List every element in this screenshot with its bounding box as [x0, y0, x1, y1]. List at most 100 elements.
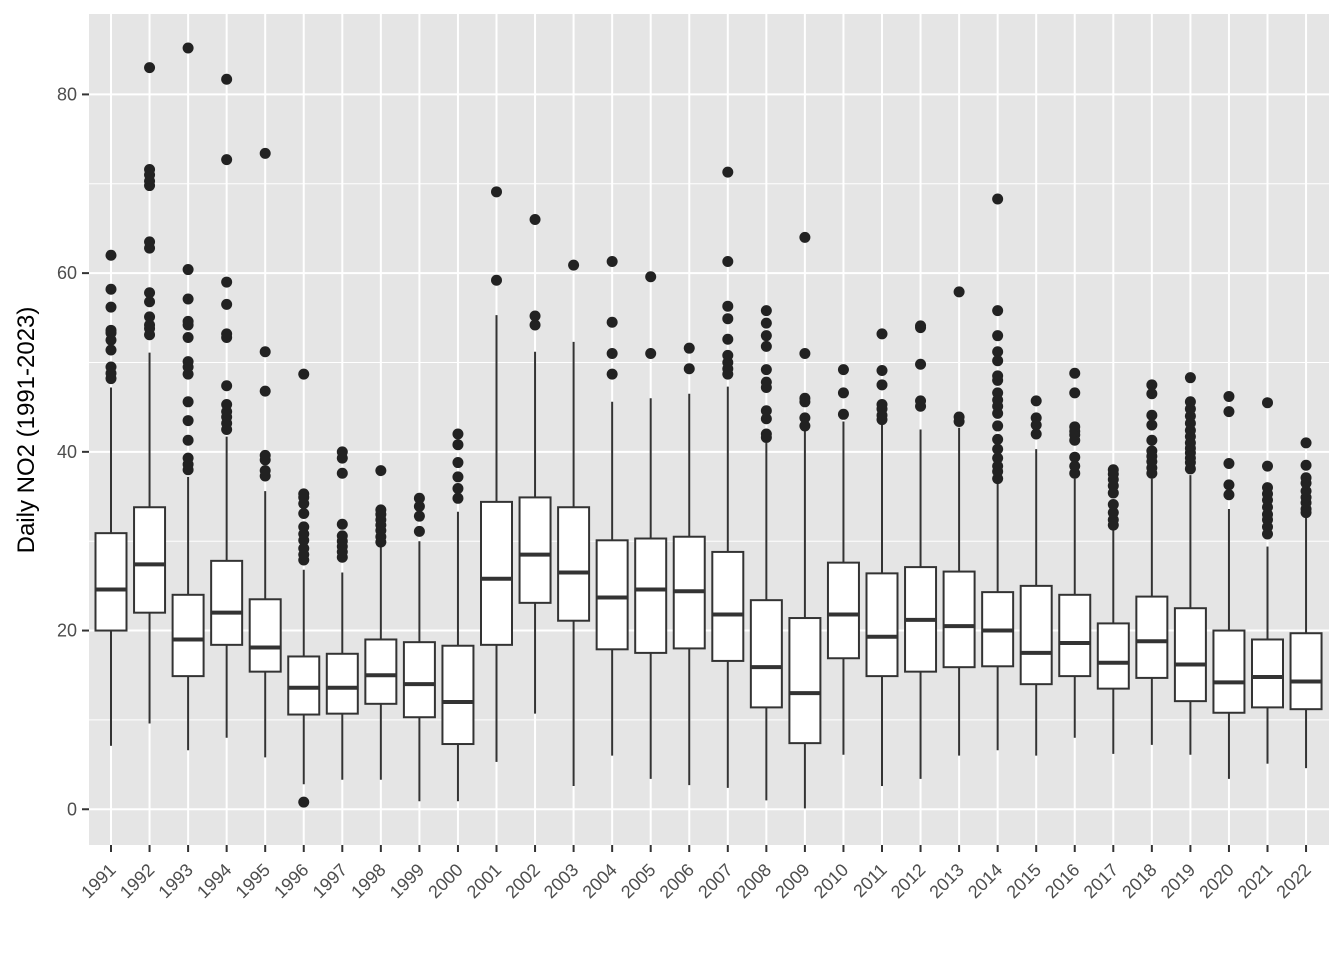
box-1991 — [94, 249, 128, 746]
y-tick-label: 0 — [67, 799, 77, 819]
outlier-point — [1223, 457, 1235, 469]
box-iqr — [634, 537, 668, 654]
outlier-point — [144, 296, 156, 308]
x-tick-label: 2008 — [733, 860, 775, 902]
outlier-point — [298, 368, 310, 380]
outlier-point — [992, 420, 1004, 432]
box-1998 — [364, 465, 398, 780]
outlier-point — [452, 439, 464, 451]
outlier-point — [182, 415, 194, 427]
x-tick-label: 2003 — [540, 860, 582, 902]
box-iqr — [1173, 607, 1207, 703]
outlier-point — [144, 163, 156, 175]
box-iqr — [711, 550, 745, 662]
x-tick-label: 2001 — [463, 860, 505, 902]
outlier-point — [221, 380, 233, 392]
outlier-point — [722, 300, 734, 312]
box-iqr — [1096, 622, 1130, 690]
box-2005 — [634, 271, 668, 779]
outlier-point — [259, 346, 271, 358]
box-iqr — [749, 599, 783, 709]
outlier-point — [799, 348, 811, 360]
x-tick-label: 2018 — [1118, 860, 1160, 902]
outlier-point — [1069, 367, 1081, 379]
y-axis-title: Daily NO2 (1991-2023) — [13, 307, 40, 554]
x-tick-label: 2009 — [771, 860, 813, 902]
outlier-point — [413, 492, 425, 504]
outlier-point — [1107, 499, 1119, 511]
y-tick-label: 80 — [57, 84, 77, 104]
outlier-point — [1262, 460, 1273, 472]
x-tick-label: 2013 — [925, 860, 967, 902]
outlier-point — [876, 328, 888, 340]
outlier-point — [1030, 395, 1042, 407]
outlier-point — [144, 319, 156, 331]
outlier-point — [1069, 451, 1081, 463]
outlier-point — [760, 428, 772, 440]
x-tick-label: 2014 — [964, 860, 1006, 902]
outlier-point — [105, 344, 117, 356]
outlier-point — [452, 457, 464, 469]
outlier-point — [529, 319, 541, 331]
outlier-point — [683, 342, 695, 354]
box-2000 — [441, 428, 475, 802]
box-iqr — [171, 593, 205, 678]
box-2007 — [711, 166, 745, 788]
outlier-point — [105, 283, 117, 295]
outlier-point — [953, 286, 965, 298]
outlier-point — [375, 465, 387, 477]
box-iqr — [210, 559, 244, 646]
box-2013 — [942, 286, 976, 756]
box-1997 — [325, 446, 359, 780]
x-tick-label: 2016 — [1041, 860, 1083, 902]
outlier-point — [105, 361, 117, 373]
outlier-point — [259, 449, 271, 461]
box-2019 — [1173, 372, 1207, 755]
outlier-point — [336, 467, 348, 479]
box-1996 — [287, 368, 321, 808]
outlier-point — [491, 186, 502, 198]
x-tick-label: 1997 — [309, 860, 351, 902]
outlier-point — [182, 293, 194, 305]
outlier-point — [452, 492, 464, 504]
box-2010 — [826, 364, 860, 755]
outlier-point — [491, 274, 502, 286]
box-2008 — [749, 305, 783, 801]
outlier-point — [1146, 379, 1158, 391]
x-tick-label: 1993 — [154, 860, 196, 902]
outlier-point — [452, 482, 464, 494]
outlier-point — [221, 328, 233, 340]
outlier-point — [837, 364, 849, 376]
box-2003 — [557, 259, 591, 787]
outlier-point — [760, 364, 772, 376]
box-iqr — [826, 561, 860, 660]
outlier-point — [529, 310, 541, 322]
outlier-point — [298, 542, 310, 554]
x-tick-label: 2022 — [1272, 860, 1314, 902]
y-tick-label: 60 — [57, 263, 77, 283]
outlier-point — [1223, 489, 1235, 501]
outlier-point — [1146, 434, 1158, 446]
box-2014 — [981, 193, 1015, 751]
outlier-point — [182, 356, 194, 368]
x-tick-label: 2011 — [849, 860, 891, 902]
box-iqr — [480, 500, 513, 646]
box-2022 — [1289, 437, 1323, 769]
outlier-point — [182, 264, 194, 276]
outlier-point — [992, 305, 1004, 317]
x-tick-label: 1996 — [270, 860, 312, 902]
box-iqr — [1135, 595, 1169, 679]
outlier-point — [799, 420, 811, 432]
x-tick-label: 1992 — [116, 860, 158, 902]
outlier-point — [876, 365, 888, 377]
outlier-point — [1069, 421, 1081, 433]
box-2001 — [480, 186, 513, 762]
box-iqr — [595, 539, 629, 651]
box-2011 — [865, 328, 899, 787]
box-1992 — [133, 62, 167, 724]
x-tick-label: 2004 — [579, 860, 621, 902]
outlier-point — [760, 317, 772, 329]
outlier-point — [799, 231, 811, 243]
box-iqr — [1212, 629, 1246, 714]
